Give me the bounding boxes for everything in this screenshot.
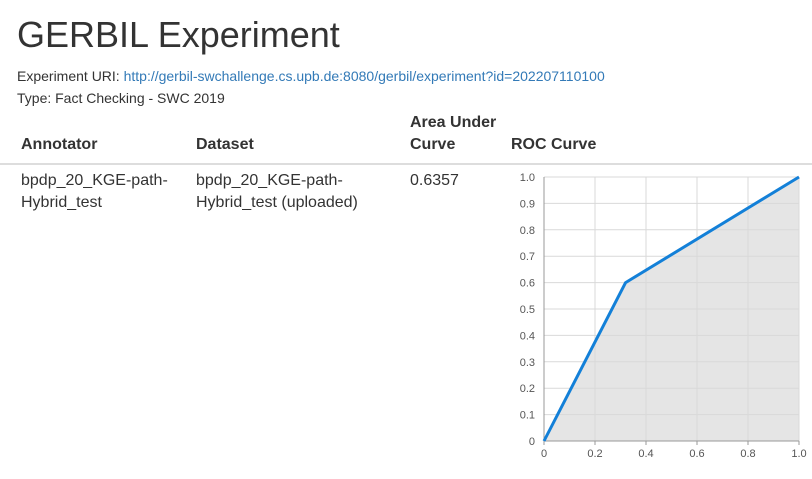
uri-label: Experiment URI: [17, 68, 120, 84]
page-title: GERBIL Experiment [17, 14, 340, 55]
roc-chart: 0 0.1 0.2 0.3 0.4 0.5 0.6 0.7 0.8 0.9 1.0 0 0.2 0.4 0.… [520, 172, 807, 460]
y-tick-label: 0.9 [520, 198, 535, 210]
experiment-type: Type: Fact Checking - SWC 2019 [17, 90, 225, 106]
experiment-uri: Experiment URI: http://gerbil-swchalleng… [17, 67, 605, 85]
header-auc-line1: Area Under [410, 114, 497, 131]
y-tick-label: 0.2 [520, 383, 535, 395]
experiment-uri-link[interactable]: http://gerbil-swchallenge.cs.upb.de:8080… [123, 68, 605, 84]
roc-curve-line [542, 175, 800, 442]
y-tick-label: 0.3 [520, 357, 535, 369]
y-tick-label: 0.4 [520, 330, 535, 342]
annotator-cell-line1: bpdp_20_KGE-path- [21, 172, 168, 189]
dataset-cell-line2: Hybrid_test (uploaded) [196, 194, 358, 211]
y-tick-label: 0.7 [520, 251, 535, 263]
header-auc-line2: Curve [410, 136, 456, 153]
x-tick-label: 1.0 [791, 448, 806, 460]
annotator-cell-line2: Hybrid_test [21, 194, 102, 211]
auc-cell: 0.6357 [410, 172, 459, 189]
x-tick-label: 0.8 [740, 448, 755, 460]
x-tick-label: 0.2 [587, 448, 602, 460]
header-annotator: Annotator [21, 136, 98, 153]
y-tick-label: 0.6 [520, 278, 535, 290]
x-tick-label: 0 [541, 448, 547, 460]
y-tick-label: 0.1 [520, 410, 535, 422]
table-header-divider [0, 163, 812, 165]
dataset-cell-line1: bpdp_20_KGE-path- [196, 172, 343, 189]
y-tick-label: 0.8 [520, 225, 535, 237]
y-tick-label: 1.0 [520, 172, 535, 184]
header-roc: ROC Curve [511, 136, 597, 153]
y-tick-label: 0 [529, 436, 535, 448]
x-tick-label: 0.6 [689, 448, 704, 460]
x-tick-label: 0.4 [638, 448, 653, 460]
header-dataset: Dataset [196, 136, 254, 153]
y-tick-label: 0.5 [520, 304, 535, 316]
